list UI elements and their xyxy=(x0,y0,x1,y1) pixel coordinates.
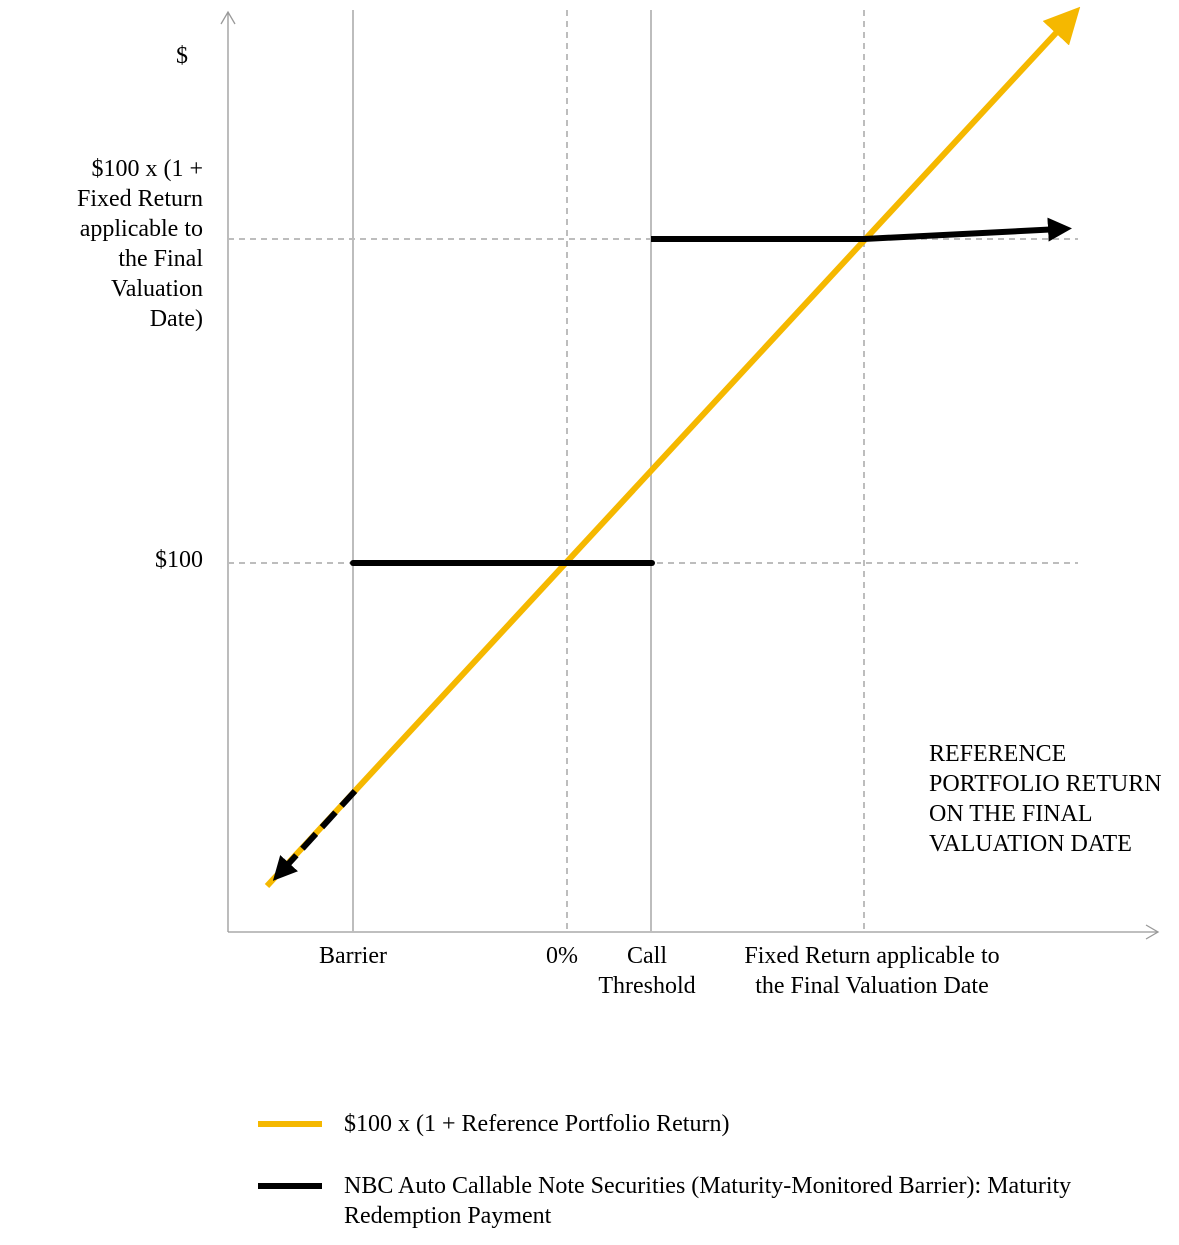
y-tick-fixed-return: $100 x (1 + Fixed Return applicable to t… xyxy=(77,156,203,332)
x-axis-arrowhead xyxy=(1145,924,1160,940)
y-axis-arrowhead xyxy=(220,10,236,25)
legend-item-maturity-payment: NBC Auto Callable Note Securities (Matur… xyxy=(258,1171,1104,1231)
legend-swatch-gold xyxy=(258,1121,322,1127)
y-tick-hundred: $100 xyxy=(155,547,203,573)
x-tick-call-threshold: Call Threshold xyxy=(598,943,696,999)
x-tick-barrier: Barrier xyxy=(319,943,387,969)
y-axis-title: $ xyxy=(176,43,188,69)
x-axis-title: REFERENCE PORTFOLIO RETURN ON THE FINAL … xyxy=(929,741,1162,857)
legend-swatch-black xyxy=(258,1183,322,1189)
series-reference-return-line xyxy=(264,6,1081,889)
legend-item-reference-return: $100 x (1 + Reference Portfolio Return) xyxy=(258,1109,729,1139)
legend-label: NBC Auto Callable Note Securities (Matur… xyxy=(344,1173,1072,1229)
payoff-segment-beyond-fixed xyxy=(863,217,1072,242)
x-tick-fixed-return: Fixed Return applicable to the Final Val… xyxy=(744,943,1000,999)
x-tick-zero: 0% xyxy=(546,943,578,969)
payoff-segment-below-barrier xyxy=(272,788,358,881)
legend-label: $100 x (1 + Reference Portfolio Return) xyxy=(344,1111,730,1137)
